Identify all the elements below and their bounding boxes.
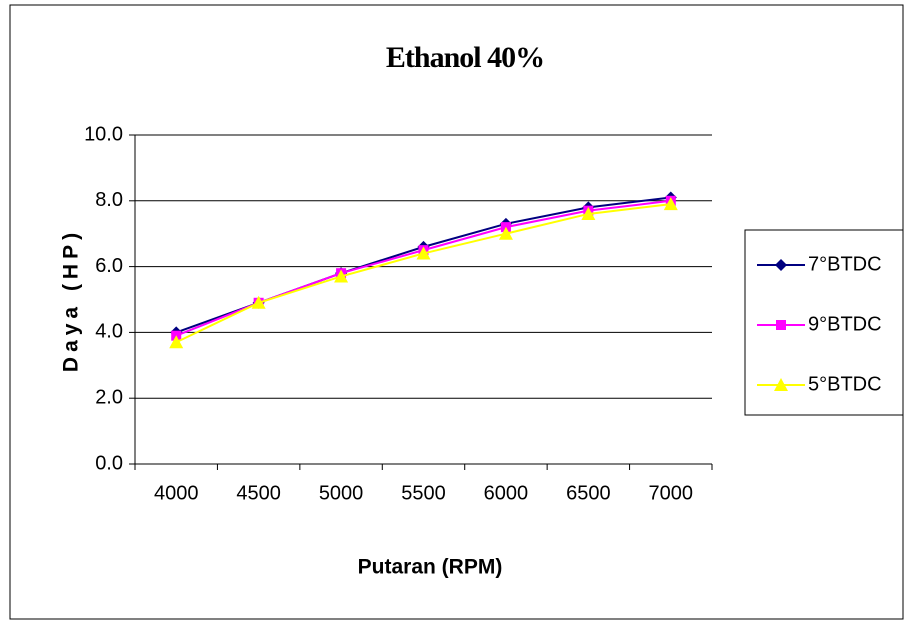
marker [498,226,513,240]
x-tick-label: 6000 [484,482,529,504]
legend-label: 7°BTDC [808,253,882,275]
y-axis-label: Daya (HP) [60,228,83,372]
y-tick-label: 8.0 [95,189,123,211]
x-tick-label: 5500 [401,482,446,504]
y-tick-label: 10.0 [84,123,123,145]
legend-label: 5°BTDC [808,373,882,395]
marker [416,246,431,260]
marker [251,295,266,309]
x-tick-label: 7000 [649,482,694,504]
legend-label: 9°BTDC [808,313,882,335]
x-tick-label: 4000 [154,482,199,504]
marker [581,206,596,220]
marker [776,320,786,330]
chart-title: Ethanol 40% [386,41,544,74]
marker [169,335,184,349]
marker [775,259,787,271]
marker [334,269,349,283]
marker [774,378,788,391]
x-tick-label: 6500 [566,482,611,504]
y-tick-label: 4.0 [95,321,123,343]
y-tick-label: 0.0 [95,452,123,474]
y-tick-label: 2.0 [95,386,123,408]
x-tick-label: 5000 [319,482,364,504]
x-tick-label: 4500 [236,482,281,504]
marker [663,197,678,211]
x-axis-label: Putaran (RPM) [358,556,503,579]
y-tick-label: 6.0 [95,255,123,277]
